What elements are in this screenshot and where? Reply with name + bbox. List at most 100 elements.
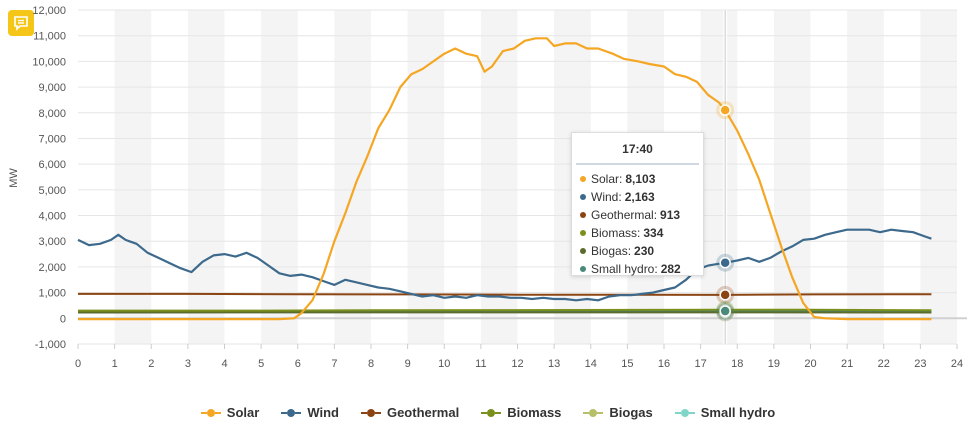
- legend-item-small-hydro[interactable]: Small hydro: [674, 405, 776, 420]
- line-chart: -1,000 0 1,000 2,000 3,000 4,000 5,000 6,000 7,0…: [8, 5, 967, 370]
- x-tick-label: 19: [768, 358, 780, 370]
- tooltip-dot-icon: [580, 212, 586, 218]
- y-tick-label: 0: [60, 313, 66, 325]
- y-tick-label: 11,000: [33, 31, 66, 43]
- hour-band: [480, 10, 518, 344]
- marker-point-small-hydro: [719, 305, 731, 317]
- hour-band: [187, 10, 225, 344]
- x-tick-label: 17: [695, 358, 707, 370]
- x-tick-label: 8: [368, 358, 374, 370]
- marker-point-solar: [719, 104, 731, 116]
- x-tick-label: 23: [914, 358, 926, 370]
- chat-button[interactable]: [8, 10, 34, 36]
- legend-item-solar[interactable]: Solar: [200, 405, 259, 420]
- tooltip-dot-icon: [580, 176, 586, 182]
- legend-item-biomass[interactable]: Biomass: [481, 405, 561, 420]
- x-tick-label: 13: [548, 358, 560, 370]
- legend-swatch-icon: [281, 408, 302, 418]
- x-tick-label: 20: [804, 358, 816, 370]
- tooltip-row: Geothermal: 913: [572, 206, 703, 224]
- legend: Solar Wind Geothermal Biomass Biogas Small hy…: [0, 405, 976, 420]
- series-line-biomass: [78, 308, 932, 312]
- tooltip-value: 913: [660, 208, 681, 222]
- x-tick-label: 5: [258, 358, 264, 370]
- x-tick-label: 22: [878, 358, 890, 370]
- tooltip: 17:40 Solar: 8,103 Wind: 2,163 Geothermal: 91…: [571, 132, 704, 276]
- tooltip-row: Solar: 8,103: [572, 170, 703, 188]
- tooltip-dot-icon: [580, 248, 586, 254]
- hour-band: [261, 10, 298, 344]
- x-tick-label: 3: [185, 358, 191, 370]
- y-tick-label: 10,000: [32, 56, 66, 68]
- series-line-solar: [78, 37, 932, 321]
- x-tick-label: 6: [295, 358, 301, 370]
- y-tick-label: 8,000: [38, 108, 66, 120]
- legend-label: Biomass: [507, 405, 562, 420]
- tooltip-row: Biogas: 230: [572, 242, 703, 260]
- tooltip-row: Biomass: 334: [572, 224, 703, 242]
- series-line-geothermal: [78, 292, 932, 296]
- tooltip-label: Biogas:: [591, 244, 632, 258]
- x-tick-label: 4: [221, 358, 227, 370]
- tooltip-value: 334: [643, 226, 664, 240]
- hour-band: [920, 10, 957, 344]
- y-tick-label: 2,000: [38, 262, 66, 274]
- legend-label: Biogas: [609, 405, 653, 420]
- x-tick-label: 11: [475, 358, 486, 370]
- tooltip-value: 282: [660, 262, 681, 276]
- x-tick-label: 1: [112, 358, 118, 370]
- legend-item-biogas[interactable]: Biogas: [583, 405, 653, 420]
- y-tick-label: 5,000: [38, 185, 66, 197]
- legend-swatch-icon: [481, 408, 502, 418]
- tooltip-value: 2,163: [624, 190, 655, 204]
- y-tick-label: 7,000: [38, 133, 66, 145]
- x-tick-label: 16: [658, 358, 670, 370]
- x-tick-label: 10: [438, 358, 450, 370]
- y-tick-label: 12,000: [32, 5, 66, 17]
- hour-band: [700, 10, 738, 344]
- x-tick-label: 0: [75, 358, 81, 370]
- legend-item-wind[interactable]: Wind: [281, 405, 339, 420]
- tooltip-title: 17:40: [576, 133, 699, 165]
- legend-item-geothermal[interactable]: Geothermal: [360, 405, 460, 420]
- x-tick-label: 14: [585, 358, 597, 370]
- x-tick-label: 12: [511, 358, 523, 370]
- tooltip-label: Biomass:: [591, 226, 641, 240]
- x-tick-label: 24: [951, 358, 963, 370]
- y-tick-label: 6,000: [38, 159, 66, 171]
- legend-swatch-icon: [360, 408, 381, 418]
- legend-label: Geothermal: [386, 405, 460, 420]
- chat-icon: [14, 16, 28, 31]
- marker-point-wind: [719, 256, 731, 269]
- x-tick-label: 7: [331, 358, 337, 370]
- tooltip-row: Small hydro: 282: [572, 260, 703, 278]
- tooltip-dot-icon: [580, 230, 586, 236]
- marker-point-geothermal: [719, 289, 731, 301]
- x-tick-label: 18: [731, 358, 743, 370]
- x-tick-label: 2: [148, 358, 154, 370]
- hour-band: [773, 10, 811, 344]
- tooltip-row: Wind: 2,163: [572, 188, 703, 206]
- legend-swatch-icon: [674, 408, 695, 418]
- hour-band: [114, 10, 152, 344]
- legend-label: Wind: [307, 405, 339, 420]
- tooltip-dot-icon: [580, 194, 586, 200]
- tooltip-value: 230: [634, 244, 655, 258]
- legend-swatch-icon: [200, 408, 221, 418]
- series-line-wind: [77, 228, 932, 302]
- hour-band: [334, 10, 371, 344]
- legend-label: Small hydro: [700, 405, 776, 420]
- y-tick-label: 1,000: [38, 288, 66, 300]
- tooltip-dot-icon: [580, 266, 586, 272]
- y-axis-title: MW: [8, 168, 20, 188]
- legend-swatch-icon: [583, 408, 604, 418]
- tooltip-label: Solar:: [591, 172, 623, 186]
- y-tick-label: 9,000: [38, 82, 66, 94]
- tooltip-label: Small hydro:: [591, 262, 658, 276]
- y-tick-label: 4,000: [38, 211, 66, 223]
- x-tick-label: 15: [621, 358, 633, 370]
- hour-band: [847, 10, 884, 344]
- tooltip-label: Geothermal:: [591, 208, 658, 222]
- x-tick-label: 21: [841, 358, 853, 370]
- x-tick-label: 9: [405, 358, 411, 370]
